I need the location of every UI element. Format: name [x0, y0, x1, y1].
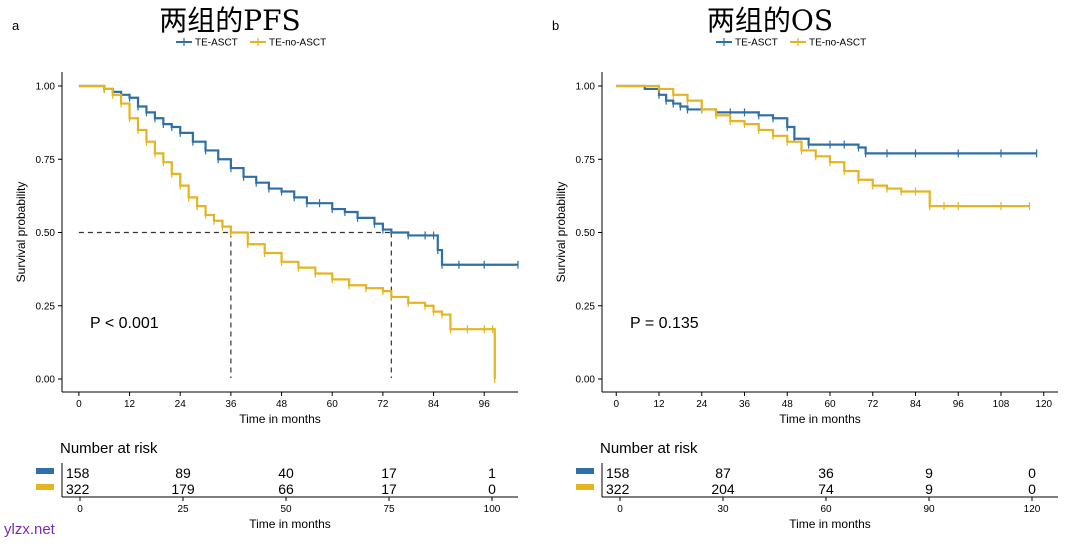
- x-tick-label: 24: [696, 399, 708, 410]
- x-tick-label: 0: [613, 399, 619, 410]
- survival-curve-te-asct: [616, 84, 1037, 155]
- panel-label: a: [12, 18, 20, 33]
- risk-count: 17: [381, 481, 397, 497]
- panel-label: b: [552, 18, 559, 33]
- risk-count: 66: [278, 481, 294, 497]
- y-tick-label: 1.00: [576, 82, 596, 93]
- x-tick-label: 36: [225, 399, 237, 410]
- pfs-panel: a 两组的PFS TE-ASCT TE-no-ASCT 0.00 0.25 0.50 0.75…: [12, 4, 519, 531]
- legend-label: TE-ASCT: [735, 38, 778, 49]
- risk-count: 40: [278, 465, 294, 481]
- y-tick-label: 0.75: [36, 155, 56, 166]
- x-tick-label: 60: [327, 399, 339, 410]
- risk-count: 158: [606, 465, 630, 481]
- chart-title: 两组的OS: [707, 4, 833, 37]
- legend-label: TE-ASCT: [195, 38, 238, 49]
- y-axis-label: Survival probability: [554, 182, 568, 283]
- x-axis-label: Time in months: [239, 412, 321, 426]
- x-tick-label: 0: [76, 399, 82, 410]
- risk-count: 9: [925, 465, 933, 481]
- x-tick-label: 84: [910, 399, 922, 410]
- risk-row-swatch: [576, 468, 594, 474]
- risk-x-tick-label: 30: [717, 504, 729, 515]
- x-tick-label: 72: [377, 399, 389, 410]
- legend: TE-ASCT TE-no-ASCT: [716, 38, 866, 49]
- risk-count: 9: [925, 481, 933, 497]
- risk-table-title: Number at risk: [600, 440, 698, 457]
- x-tick-label: 96: [479, 399, 491, 410]
- x-tick-label: 96: [953, 399, 965, 410]
- x-tick-label: 12: [124, 399, 136, 410]
- risk-row-swatch: [36, 484, 54, 490]
- risk-count: 0: [488, 481, 496, 497]
- legend-label: TE-no-ASCT: [809, 38, 866, 49]
- legend-label: TE-no-ASCT: [269, 38, 326, 49]
- os-panel: b 两组的OS TE-ASCT TE-no-ASCT 0.00 0.25 0.50 0.75 1…: [540, 0, 1080, 546]
- x-tick-label: 84: [428, 399, 440, 410]
- y-axis-label: Survival probability: [14, 182, 28, 283]
- x-tick-label: 72: [867, 399, 879, 410]
- p-value: P = 0.135: [630, 315, 699, 332]
- y-tick-label: 0.50: [576, 228, 596, 239]
- risk-row-swatch: [576, 484, 594, 490]
- x-tick-label: 120: [1035, 399, 1052, 410]
- risk-x-tick-label: 120: [1024, 504, 1041, 515]
- y-tick-label: 0.75: [576, 155, 596, 166]
- risk-x-tick-label: 90: [923, 504, 935, 515]
- risk-count: 1: [488, 465, 496, 481]
- x-tick-label: 48: [276, 399, 288, 410]
- risk-x-tick-label: 25: [177, 504, 189, 515]
- x-tick-label: 12: [653, 399, 665, 410]
- risk-count: 158: [66, 465, 90, 481]
- x-tick-label: 48: [782, 399, 794, 410]
- risk-count: 36: [818, 465, 834, 481]
- risk-count: 74: [818, 481, 834, 497]
- risk-row-swatch: [36, 468, 54, 474]
- risk-x-tick-label: 100: [484, 504, 501, 515]
- x-tick-label: 24: [175, 399, 187, 410]
- legend: TE-ASCT TE-no-ASCT: [176, 38, 326, 49]
- risk-count: 0: [1028, 481, 1036, 497]
- x-tick-label: 60: [824, 399, 836, 410]
- risk-x-tick-label: 0: [77, 504, 83, 515]
- risk-count: 0: [1028, 465, 1036, 481]
- risk-table-title: Number at risk: [60, 440, 158, 457]
- y-tick-label: 0.00: [36, 375, 56, 386]
- y-tick-label: 0.00: [576, 375, 596, 386]
- x-axis-label: Time in months: [779, 412, 861, 426]
- y-tick-label: 0.25: [576, 301, 596, 312]
- survival-curve-te-asct: [78, 84, 518, 266]
- x-tick-label: 36: [739, 399, 751, 410]
- x-tick-label: 108: [993, 399, 1010, 410]
- risk-x-tick-label: 0: [617, 504, 623, 515]
- risk-x-axis-label: Time in months: [249, 517, 331, 531]
- risk-count: 17: [381, 465, 397, 481]
- watermark: ylzx.net: [4, 521, 55, 538]
- risk-count: 322: [66, 481, 90, 497]
- risk-x-axis-label: Time in months: [789, 517, 871, 531]
- risk-x-tick-label: 60: [820, 504, 832, 515]
- risk-count: 179: [171, 481, 195, 497]
- risk-x-tick-label: 50: [280, 504, 292, 515]
- risk-x-tick-label: 75: [383, 504, 395, 515]
- y-tick-label: 1.00: [36, 82, 56, 93]
- risk-count: 204: [711, 481, 735, 497]
- y-tick-label: 0.25: [36, 301, 56, 312]
- chart-title: 两组的PFS: [159, 4, 300, 37]
- p-value: P < 0.001: [90, 315, 159, 332]
- risk-count: 87: [715, 465, 731, 481]
- y-tick-label: 0.50: [36, 228, 56, 239]
- risk-count: 89: [175, 465, 191, 481]
- risk-count: 322: [606, 481, 630, 497]
